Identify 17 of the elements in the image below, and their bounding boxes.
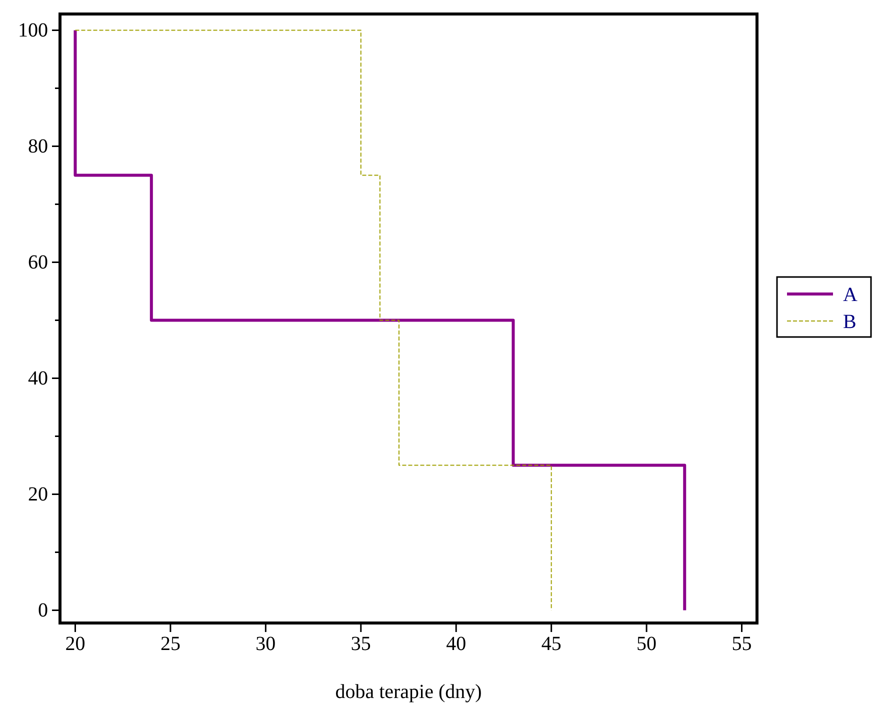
- x-tick-label: 40: [446, 633, 466, 656]
- y-tick-label: 60: [28, 252, 48, 274]
- y-tick-label: 100: [18, 20, 48, 42]
- x-tick-label: 20: [65, 633, 86, 656]
- x-tick-label: 45: [541, 633, 562, 656]
- x-tick-label: 55: [732, 633, 752, 656]
- x-axis-title: doba terapie (dny): [335, 681, 482, 703]
- x-tick-label: 50: [636, 633, 657, 656]
- legend-label: B: [843, 311, 856, 333]
- y-tick-label: 40: [28, 368, 48, 390]
- x-tick-label: 25: [160, 633, 180, 656]
- x-tick-label: 30: [256, 633, 276, 656]
- y-tick-label: 80: [28, 136, 48, 158]
- x-tick-label: 35: [350, 633, 371, 656]
- y-tick-label: 20: [28, 484, 48, 506]
- legend-label: A: [843, 284, 858, 306]
- y-tick-label: 0: [38, 600, 48, 622]
